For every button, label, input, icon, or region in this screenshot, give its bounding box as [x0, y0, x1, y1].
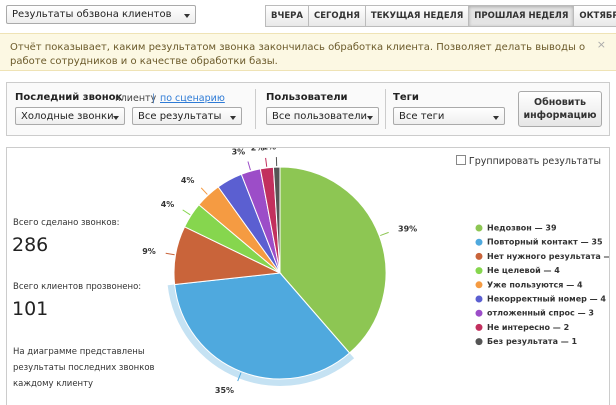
refresh-button[interactable]: Обновить информацию [518, 91, 602, 127]
legend-label: Уже пользуются — 4 [487, 280, 583, 289]
leader-line [165, 252, 175, 256]
leader-line [265, 157, 268, 167]
legend-label: Не целевой — 4 [487, 266, 560, 275]
period-tab[interactable]: ПРОШЛАЯ НЕДЕЛЯ [469, 6, 575, 26]
checkbox[interactable] [455, 155, 466, 165]
legend-marker [475, 338, 483, 346]
legend-marker [475, 295, 483, 303]
legend-marker [475, 323, 483, 331]
legend-label: Нет нужного результата — 9 [487, 252, 609, 261]
period-tab[interactable]: СЕГОДНЯ [308, 6, 366, 26]
data-label: 39% [398, 224, 417, 233]
filter-link[interactable]: по сценарию [160, 93, 225, 104]
chart-note: На диаграмме представлены результаты пос… [13, 347, 155, 389]
legend-label: Без результата — 1 [487, 337, 578, 346]
data-label: 35% [215, 386, 234, 395]
legend-marker [475, 281, 483, 289]
legend-label: Некорректный номер — 4 [487, 295, 606, 304]
data-label: 1% [262, 148, 276, 152]
data-label: 9% [142, 247, 156, 256]
tags-select[interactable]: Все теги [393, 107, 505, 125]
leader-line [182, 209, 191, 216]
stat-label: Всего сделано звонков: [13, 218, 120, 228]
divider [255, 89, 256, 129]
period-tab[interactable]: ТЕКУЩАЯ НЕДЕЛЯ [365, 6, 470, 26]
stat-value: 101 [12, 298, 49, 320]
legend-marker [475, 224, 483, 232]
data-label: 4% [161, 200, 175, 209]
separator: | [152, 93, 156, 104]
chart-panel: Группировать результаты Всего сделано зв… [6, 147, 610, 405]
legend-label: отложенный спрос — 3 [487, 309, 594, 318]
notice-close[interactable]: × [596, 38, 606, 51]
filter-label: Теги [393, 92, 419, 103]
report-select[interactable]: Результаты обзвона клиентов [6, 5, 196, 24]
data-label: 3% [232, 148, 246, 156]
filter-label: Последний звонок [15, 92, 123, 103]
leader-line [200, 187, 208, 195]
legend-marker [475, 309, 483, 317]
data-label: 4% [181, 176, 195, 185]
pie-slice [279, 166, 387, 354]
period-tab[interactable]: ОКТЯБРЬ [574, 6, 616, 26]
leader-line [237, 372, 242, 382]
filter-option[interactable]: клиенту [115, 93, 157, 104]
legend-label: Не интересно — 2 [487, 323, 569, 332]
stat-label: Всего клиентов прозвонено: [13, 282, 142, 292]
legend-marker [475, 238, 483, 246]
group-checkbox[interactable]: Группировать результаты [455, 155, 601, 167]
type-select[interactable]: Холодные звонки [15, 107, 125, 125]
checkbox-label: Группировать результаты [468, 156, 601, 167]
legend-marker [475, 252, 483, 260]
period-tabs: ВЧЕРА СЕГОДНЯ ТЕКУЩАЯ НЕДЕЛЯ ПРОШЛАЯ НЕДЕЛЯ… [265, 5, 616, 27]
notice: Отчёт показывает, каким результатом звон… [0, 33, 616, 71]
leader-line [247, 161, 251, 171]
data-label: 2% [251, 148, 265, 152]
period-tab[interactable]: ВЧЕРА [266, 6, 309, 26]
slice-highlight [167, 284, 355, 386]
pie-chart: 39% 35% 9% 4% 4% 3% 2%1% Недозвон — 39 Повторный… [142, 148, 609, 395]
leader-line [380, 231, 389, 237]
users-select[interactable]: Все пользователи [266, 107, 379, 125]
filter-label: Пользователи [266, 92, 348, 103]
legend-marker [475, 267, 483, 275]
pie-slice [174, 272, 351, 380]
result-select[interactable]: Все результаты [132, 107, 242, 125]
pie-slice [272, 166, 281, 274]
stat-value: 286 [12, 234, 49, 256]
legend-label: Повторный контакт — 35 [487, 238, 603, 247]
filters: Последний звонок клиенту | по сценарию Х… [6, 82, 610, 136]
notice-text: Отчёт показывает, каким результатом звон… [10, 42, 586, 67]
legend-label: Недозвон — 39 [487, 224, 557, 233]
divider [385, 89, 386, 129]
